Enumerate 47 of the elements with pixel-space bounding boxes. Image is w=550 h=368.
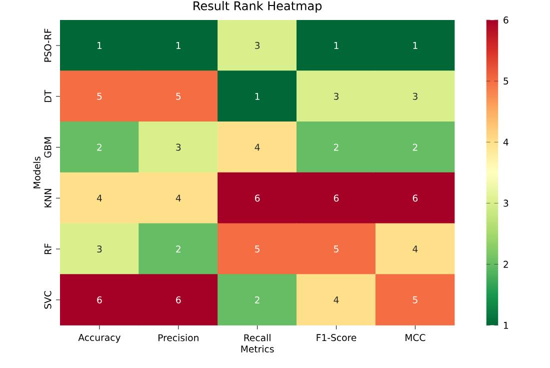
data-label: 1 (255, 92, 260, 100)
y-axis-title: Models (33, 156, 40, 188)
data-label: 4 (96, 194, 102, 202)
color-bar-label: 4 (503, 138, 508, 146)
data-label: 4 (254, 144, 260, 151)
data-label: 1 (334, 42, 338, 49)
data-label: 5 (412, 296, 418, 304)
x-tick-label: MCC (406, 334, 426, 342)
data-label: 6 (97, 296, 102, 304)
data-label: 2 (97, 144, 102, 151)
x-tick-label: F1-Score (316, 334, 356, 342)
x-tick-label: Precision (158, 334, 198, 342)
data-label: 1 (98, 42, 102, 49)
data-label: 6 (176, 296, 181, 304)
data-label: 5 (255, 246, 260, 252)
y-tick-label: KNN (44, 188, 52, 208)
data-label: 1 (176, 42, 181, 49)
x-axis-title: Metrics (241, 345, 274, 352)
y-tick-label: GBM (44, 137, 52, 158)
data-label: 2 (176, 246, 180, 252)
chart-title: Result Rank Heatmap (194, 1, 322, 13)
data-label: 3 (255, 42, 260, 49)
data-label: 3 (97, 245, 102, 253)
y-tick-label: DT (44, 90, 52, 102)
data-label: 2 (255, 296, 260, 304)
x-tick-label: Recall (244, 334, 270, 342)
color-bar-label: 1 (504, 322, 508, 329)
data-label: 1 (413, 42, 418, 49)
data-label: 5 (97, 92, 102, 100)
data-label: 5 (334, 246, 338, 252)
color-bar-label: 3 (504, 200, 508, 207)
y-tick-label: PSO-RF (44, 28, 52, 62)
data-label: 5 (176, 92, 181, 100)
color-bar-label: 6 (504, 16, 508, 24)
data-label: 6 (255, 194, 260, 202)
x-tick-label: Accuracy (78, 334, 121, 343)
data-label: 4 (176, 194, 181, 202)
data-label: 3 (176, 144, 181, 151)
color-bar-label: 5 (504, 78, 508, 85)
data-label: 2 (334, 144, 338, 151)
data-label: 3 (412, 92, 418, 100)
data-label: 6 (334, 194, 339, 202)
color-bar-label: 2 (504, 260, 508, 268)
y-tick-label: SVC (44, 290, 52, 309)
data-label: 4 (412, 246, 418, 252)
data-label: 3 (334, 92, 338, 100)
y-tick-label: RF (44, 244, 52, 254)
